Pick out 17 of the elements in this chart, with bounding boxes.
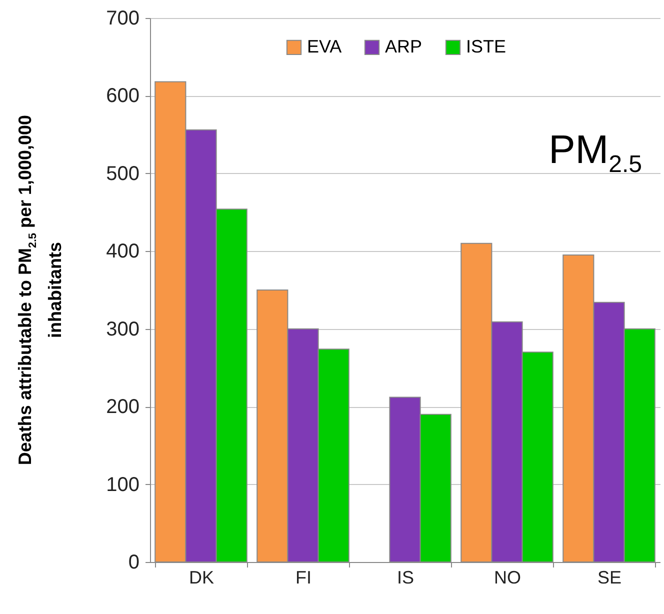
y-tick-label: 0 [128, 552, 140, 574]
annotation: PM$_{2.5}$ [548, 128, 642, 179]
y-tick-label: 600 [106, 85, 140, 108]
legend-label: EVA [307, 36, 342, 56]
x-tick-label: DK [188, 568, 214, 588]
x-tick-label: IS [396, 568, 414, 588]
x-tick-label: FI [296, 568, 312, 588]
x-tick-label: NO [494, 568, 521, 588]
y-tick-label: 100 [106, 474, 140, 496]
legend-label: ISTE [466, 36, 506, 56]
x-tick-label: SE [597, 568, 622, 588]
legend-label: ARP [385, 36, 422, 56]
y-tick-label: 400 [106, 240, 140, 263]
y-tick-label: 300 [106, 318, 140, 340]
y-tick-label: 700 [106, 8, 140, 30]
y-tick-label: 500 [106, 162, 140, 185]
y-tick-label: 200 [106, 396, 140, 418]
